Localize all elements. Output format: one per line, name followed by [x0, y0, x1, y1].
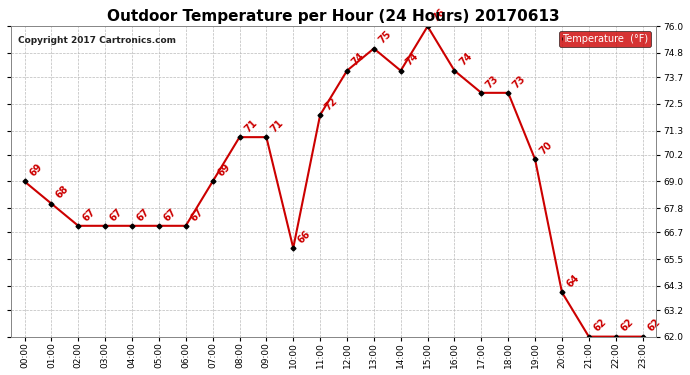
Text: 73: 73: [484, 74, 501, 90]
Text: 62: 62: [645, 317, 662, 334]
Text: 76: 76: [431, 7, 447, 24]
Text: 67: 67: [135, 206, 151, 223]
Text: 68: 68: [55, 184, 71, 201]
Text: 62: 62: [618, 317, 635, 334]
Text: 74: 74: [457, 51, 474, 68]
Legend: Temperature  (°F): Temperature (°F): [559, 31, 651, 47]
Text: 72: 72: [323, 96, 339, 112]
Text: 67: 67: [161, 206, 178, 223]
Text: 69: 69: [215, 162, 232, 179]
Text: 74: 74: [404, 51, 420, 68]
Text: 75: 75: [377, 29, 393, 46]
Text: 71: 71: [269, 118, 286, 134]
Text: 67: 67: [81, 206, 98, 223]
Text: 67: 67: [108, 206, 125, 223]
Text: 74: 74: [350, 51, 366, 68]
Text: 69: 69: [28, 162, 44, 179]
Text: 67: 67: [188, 206, 205, 223]
Text: 66: 66: [296, 229, 313, 245]
Title: Outdoor Temperature per Hour (24 Hours) 20170613: Outdoor Temperature per Hour (24 Hours) …: [107, 9, 560, 24]
Text: 64: 64: [564, 273, 582, 290]
Text: Copyright 2017 Cartronics.com: Copyright 2017 Cartronics.com: [17, 36, 175, 45]
Text: 73: 73: [511, 74, 528, 90]
Text: 70: 70: [538, 140, 555, 156]
Text: 71: 71: [242, 118, 259, 134]
Text: 62: 62: [591, 317, 608, 334]
